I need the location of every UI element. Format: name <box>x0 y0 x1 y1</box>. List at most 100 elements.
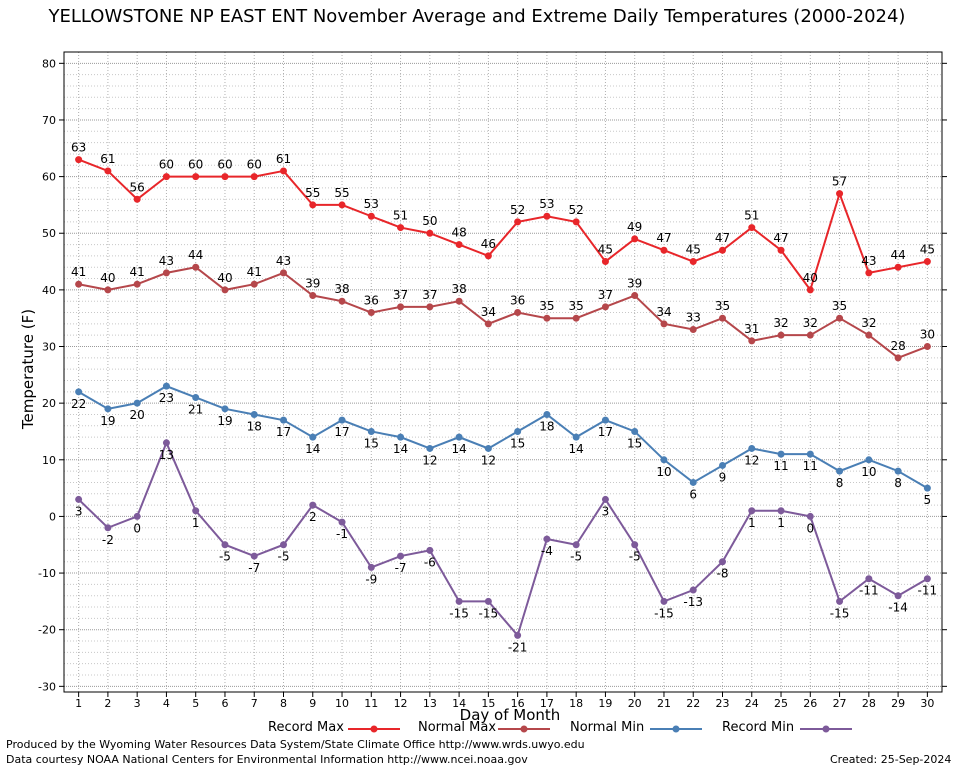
x-tick-label: 20 <box>628 697 642 710</box>
legend-label-record-max: Record Max <box>268 720 344 735</box>
legend-marker-record-max <box>370 725 378 733</box>
data-point <box>133 280 141 288</box>
data-point <box>806 331 814 339</box>
data-label: 19 <box>100 414 115 428</box>
x-tick-label: 4 <box>163 697 170 710</box>
data-label: -15 <box>830 606 850 620</box>
data-label: 57 <box>832 175 847 189</box>
data-label: 37 <box>422 288 437 302</box>
data-point <box>836 467 844 475</box>
x-tick-label: 29 <box>891 697 905 710</box>
data-label: 41 <box>130 265 145 279</box>
data-label: 18 <box>247 419 262 433</box>
data-point <box>660 320 668 328</box>
data-point <box>162 269 170 277</box>
data-label: 60 <box>217 158 232 172</box>
data-label: 5 <box>924 493 932 507</box>
data-label: -6 <box>424 555 436 569</box>
data-label: 32 <box>773 316 788 330</box>
data-point <box>367 309 375 317</box>
legend <box>348 725 852 733</box>
data-label: 47 <box>656 231 671 245</box>
x-tick-label: 10 <box>335 697 349 710</box>
data-point <box>514 218 522 226</box>
data-point <box>660 456 668 464</box>
data-label: 51 <box>393 209 408 223</box>
data-point <box>75 280 83 288</box>
data-point <box>601 416 609 424</box>
data-label: 52 <box>569 203 584 217</box>
data-label: 18 <box>539 419 554 433</box>
data-point <box>75 156 83 164</box>
x-tick-label: 17 <box>540 697 554 710</box>
y-tick-label: 30 <box>42 341 56 354</box>
data-point <box>338 201 346 209</box>
data-label: 47 <box>715 231 730 245</box>
x-tick-label: 14 <box>452 697 466 710</box>
data-point <box>221 286 229 294</box>
y-tick-label: 10 <box>42 454 56 467</box>
data-label: 22 <box>71 397 86 411</box>
data-point <box>601 258 609 266</box>
data-point <box>748 507 756 515</box>
data-label: 60 <box>188 158 203 172</box>
series-line <box>77 440 928 638</box>
data-label: 15 <box>627 436 642 450</box>
data-point <box>748 337 756 345</box>
x-tick-label: 27 <box>833 697 847 710</box>
series-line <box>78 266 928 359</box>
data-label: 38 <box>334 282 349 296</box>
data-point <box>631 541 639 549</box>
series-normal-max: 41 40 41 43 44 40 41 43 39 38 36 37 37 38 34 36 35 35 37 39… <box>71 248 935 362</box>
data-point <box>660 597 668 605</box>
y-tick-label: 50 <box>42 227 56 240</box>
x-tick-label: 23 <box>716 697 730 710</box>
x-tick-label: 9 <box>309 697 316 710</box>
data-point <box>426 546 434 554</box>
data-point <box>719 314 726 322</box>
y-tick-label: 60 <box>42 171 56 184</box>
data-label: 0 <box>806 521 814 535</box>
data-label: 15 <box>510 436 525 450</box>
y-tick-label: -10 <box>38 567 56 580</box>
data-point <box>455 297 463 305</box>
data-point <box>280 167 287 175</box>
data-label: 10 <box>656 465 671 479</box>
data-point <box>923 575 931 583</box>
data-label: 3 <box>602 504 610 518</box>
data-label: -4 <box>541 544 553 558</box>
data-point <box>806 286 814 294</box>
x-tick-label: 15 <box>481 697 495 710</box>
data-label: 43 <box>276 254 291 268</box>
data-label: -15 <box>654 606 674 620</box>
data-label: 21 <box>188 402 203 416</box>
footer-data-courtesy: Data courtesy NOAA National Centers for … <box>6 753 528 766</box>
data-point <box>865 575 873 583</box>
data-label: 1 <box>748 516 756 530</box>
data-point <box>484 597 492 605</box>
data-label: -14 <box>888 601 908 615</box>
data-label: 55 <box>305 186 320 200</box>
x-tick-label: 8 <box>280 697 287 710</box>
data-label: -9 <box>365 572 377 586</box>
data-label: 14 <box>569 442 584 456</box>
legend-marker-record-min <box>822 725 830 733</box>
x-tick-label: 6 <box>221 697 228 710</box>
data-label: 34 <box>656 305 671 319</box>
x-tick-label: 12 <box>394 697 408 710</box>
data-label: 3 <box>75 504 83 518</box>
legend-marker-normal-min <box>672 725 680 733</box>
data-label: 12 <box>744 453 759 467</box>
data-point <box>280 541 287 549</box>
data-label: 14 <box>305 442 320 456</box>
data-point <box>309 433 317 441</box>
x-tick-label: 5 <box>192 697 199 710</box>
data-label: 47 <box>773 231 788 245</box>
legend-marker-normal-max <box>520 725 528 733</box>
x-tick-label: 11 <box>364 697 378 710</box>
data-label: 52 <box>510 203 525 217</box>
data-point <box>309 201 317 209</box>
data-point <box>865 456 873 464</box>
y-tick-label: 0 <box>49 510 56 523</box>
data-point <box>601 303 609 311</box>
